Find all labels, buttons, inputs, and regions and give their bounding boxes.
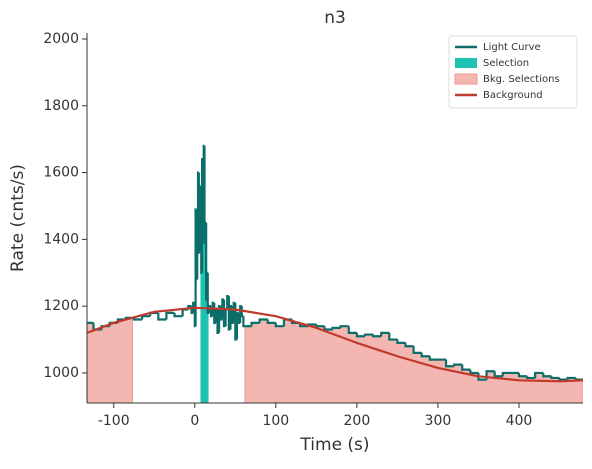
light-curve-step — [501, 371, 511, 377]
legend-box — [448, 35, 578, 109]
y-tick-label: 2000 — [43, 31, 79, 47]
light-curve-step — [232, 301, 236, 323]
light-curve-step — [250, 321, 260, 327]
legend-label: Selection — [483, 58, 529, 69]
legend-swatch — [454, 73, 478, 85]
light-curve-step — [380, 331, 390, 337]
y-tick-label: 1800 — [43, 98, 79, 114]
x-tick-label: 100 — [262, 413, 289, 429]
light-curve-step — [420, 352, 430, 358]
light-curve-step — [534, 371, 544, 378]
light-curve-step — [192, 301, 195, 313]
light-curve-step — [558, 377, 568, 381]
light-curve-step — [141, 315, 151, 320]
light-curve-step — [181, 308, 189, 317]
light-curve-step — [347, 326, 357, 334]
light-curve-step — [230, 306, 234, 324]
x-axis-label: Time (s) — [299, 435, 369, 455]
light-curve-step — [469, 369, 479, 375]
legend-label: Background — [483, 90, 543, 101]
light-curve-step — [525, 376, 536, 380]
y-axis-label: Rate (cnts/s) — [8, 164, 28, 272]
light-curve-step — [274, 322, 284, 328]
light-curve-step — [323, 326, 333, 331]
background-curve — [87, 306, 583, 383]
light-curve-step — [216, 309, 220, 334]
light-curve-step — [396, 339, 406, 344]
light-curve-step — [331, 326, 341, 330]
light-curve-step — [266, 319, 276, 324]
light-curve-step — [224, 308, 228, 327]
x-tick-label: 300 — [425, 413, 452, 429]
light-curve-step — [221, 298, 224, 320]
light-curve-step — [339, 325, 349, 328]
light-curve-step — [242, 316, 246, 328]
x-tick-label: -100 — [98, 413, 130, 429]
y-tick-label: 1200 — [43, 298, 79, 314]
y-tick-label: 1000 — [43, 365, 79, 381]
light-curve-step — [493, 371, 503, 378]
light-curve-step — [237, 312, 241, 324]
light-curve-step — [173, 312, 183, 318]
light-curve-step — [542, 372, 552, 378]
light-curve-step — [157, 312, 167, 321]
x-tick-label: 200 — [344, 413, 371, 429]
light-curve-step — [388, 332, 398, 341]
light-curve-step — [444, 359, 455, 368]
light-curve-step — [453, 363, 463, 367]
plot — [87, 144, 583, 403]
light-curve-step — [206, 272, 210, 314]
y-tick-label: 1600 — [43, 165, 79, 181]
light-curve-step — [363, 333, 374, 337]
light-curve-step — [404, 342, 414, 348]
light-curve-step — [550, 376, 560, 380]
legend-label: Light Curve — [483, 42, 541, 53]
light-curve-step — [258, 318, 268, 323]
legend-swatch — [455, 58, 477, 68]
light-curve-step — [566, 376, 576, 380]
light-curve-step — [517, 372, 528, 378]
light-curve-step — [211, 301, 215, 317]
light-curve-step — [355, 332, 365, 338]
light-curve-step — [412, 346, 422, 355]
light-curve-step — [461, 364, 471, 371]
light-curve-step — [315, 324, 325, 328]
x-tick-label: 0 — [190, 413, 199, 429]
x-tick-label: 400 — [506, 413, 533, 429]
light-curve-step — [428, 356, 438, 361]
legend-label: Bkg. Selections — [483, 74, 560, 85]
chart-title: n3 — [324, 8, 346, 28]
light-curve-step — [371, 334, 382, 338]
light-curve-step — [165, 311, 175, 320]
y-tick-label: 1400 — [43, 231, 79, 247]
